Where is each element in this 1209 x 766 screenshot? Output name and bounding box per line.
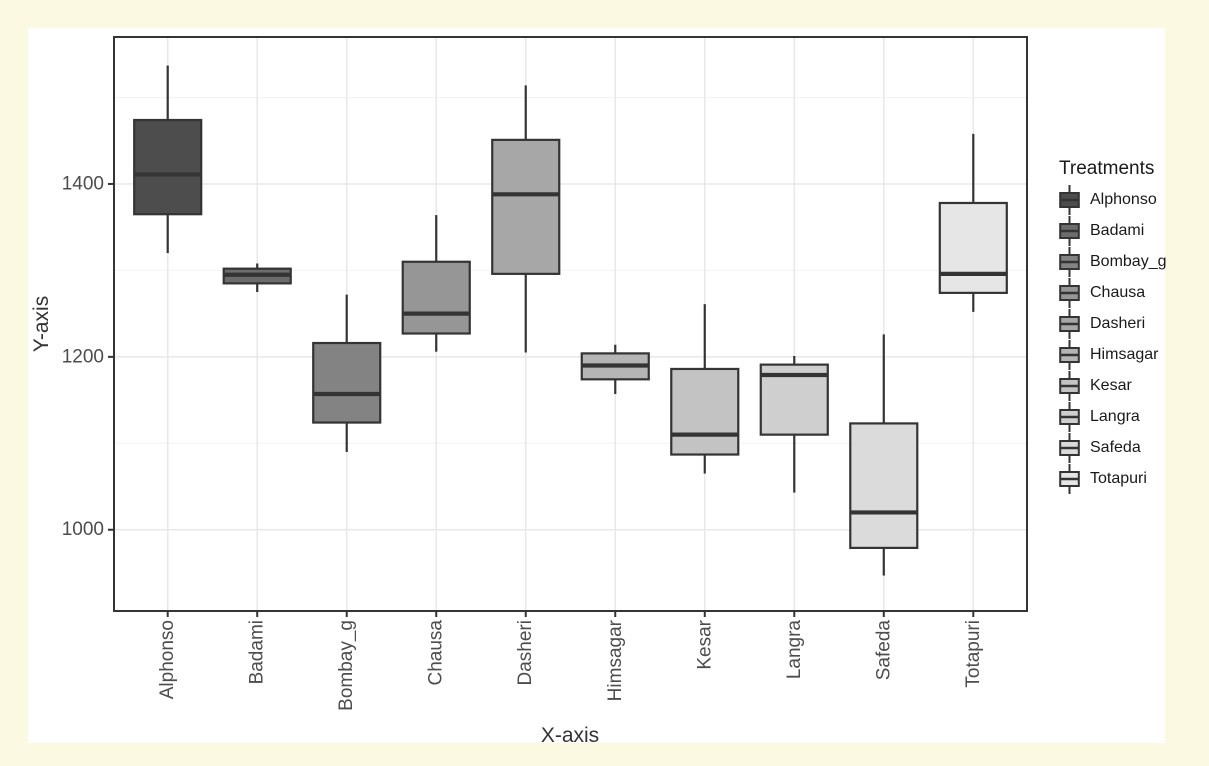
x-tick-label: Totapuri bbox=[963, 620, 984, 688]
x-tick-label: Chausa bbox=[426, 620, 447, 686]
legend-label: Dasheri bbox=[1090, 314, 1146, 332]
legend-items: Alphonso Badami Bombay_g Chausa Dasheri Himsa… bbox=[1059, 184, 1167, 494]
legend-key-boxplot-icon bbox=[1059, 215, 1080, 246]
legend-label: Himsagar bbox=[1090, 345, 1159, 363]
legend-item: Badami bbox=[1059, 215, 1165, 246]
x-axis-title: X-axis bbox=[541, 724, 599, 743]
boxplot-Alphonso bbox=[133, 65, 203, 254]
legend-label: Alphonso bbox=[1090, 190, 1157, 208]
x-tick-label: Badami bbox=[247, 620, 268, 684]
iqr-box bbox=[312, 341, 382, 424]
legend-key-boxplot-icon bbox=[1059, 401, 1080, 432]
legend-key-boxplot-icon bbox=[1059, 370, 1080, 401]
iqr-box bbox=[670, 367, 740, 456]
boxplot-Badami bbox=[222, 263, 292, 293]
y-tick-label: 1400 bbox=[62, 173, 104, 194]
legend-key-boxplot-icon bbox=[1059, 432, 1080, 463]
legend-item: Alphonso bbox=[1059, 184, 1165, 215]
legend-item: Totapuri bbox=[1059, 463, 1165, 494]
legend: Treatments Alphonso Badami Bombay_g Chausa D… bbox=[1059, 158, 1167, 494]
legend-key-boxplot-icon bbox=[1059, 308, 1080, 339]
boxplot-Himsagar bbox=[580, 344, 650, 395]
iqr-box bbox=[133, 118, 203, 216]
legend-label: Bombay_g bbox=[1090, 252, 1167, 270]
legend-key-boxplot-icon bbox=[1059, 463, 1080, 494]
iqr-box bbox=[401, 260, 471, 335]
boxplot-Langra bbox=[759, 355, 829, 493]
x-tick-label: Langra bbox=[784, 620, 805, 680]
y-axis-title: Y-axis bbox=[30, 296, 53, 352]
x-tick-label: Safeda bbox=[873, 620, 894, 681]
y-tick-label: 1000 bbox=[62, 519, 104, 540]
legend-item: Bombay_g bbox=[1059, 246, 1167, 277]
legend-title: Treatments bbox=[1059, 158, 1155, 179]
legend-item: Kesar bbox=[1059, 370, 1165, 401]
legend-key-boxplot-icon bbox=[1059, 277, 1080, 308]
boxplot-Bombay_g bbox=[312, 294, 382, 452]
iqr-box bbox=[938, 201, 1008, 294]
legend-label: Safeda bbox=[1090, 438, 1141, 456]
panel-border bbox=[113, 36, 1028, 612]
legend-item: Safeda bbox=[1059, 432, 1165, 463]
x-tick-label: Kesar bbox=[694, 619, 715, 669]
legend-key-boxplot-icon bbox=[1059, 246, 1080, 277]
boxplot-Safeda bbox=[849, 334, 919, 576]
legend-item: Langra bbox=[1059, 401, 1165, 432]
iqr-box bbox=[849, 422, 919, 549]
legend-label: Badami bbox=[1090, 221, 1145, 239]
legend-label: Langra bbox=[1090, 407, 1140, 425]
legend-item: Chausa bbox=[1059, 277, 1165, 308]
figure: 1000 1200 1400 Alphonso Badami Bombay_g Chausa… bbox=[28, 28, 1167, 743]
boxplots bbox=[133, 65, 1008, 576]
boxplot-canvas: 1000 1200 1400 Alphonso Badami Bombay_g Chausa… bbox=[30, 36, 1028, 743]
x-tick-label: Alphonso bbox=[157, 620, 178, 699]
y-tick-label: 1200 bbox=[62, 346, 104, 367]
boxplot-Dasheri bbox=[491, 85, 561, 353]
legend-label: Kesar bbox=[1090, 376, 1132, 394]
legend-item: Dasheri bbox=[1059, 308, 1165, 339]
axis-ticks-and-labels: 1000 1200 1400 Alphonso Badami Bombay_g Chausa… bbox=[62, 173, 984, 710]
boxplot-Totapuri bbox=[938, 133, 1008, 312]
iqr-box bbox=[491, 138, 561, 275]
boxplot-Kesar bbox=[670, 304, 740, 474]
x-tick-label: Dasheri bbox=[515, 620, 536, 685]
legend-label: Chausa bbox=[1090, 283, 1146, 301]
legend-label: Totapuri bbox=[1090, 469, 1147, 487]
legend-item: Himsagar bbox=[1059, 339, 1165, 370]
x-tick-label: Himsagar bbox=[605, 619, 626, 701]
x-tick-label: Bombay_g bbox=[336, 620, 357, 711]
legend-key-boxplot-icon bbox=[1059, 339, 1080, 370]
legend-key-boxplot-icon bbox=[1059, 184, 1080, 215]
boxplot-Chausa bbox=[401, 215, 471, 352]
